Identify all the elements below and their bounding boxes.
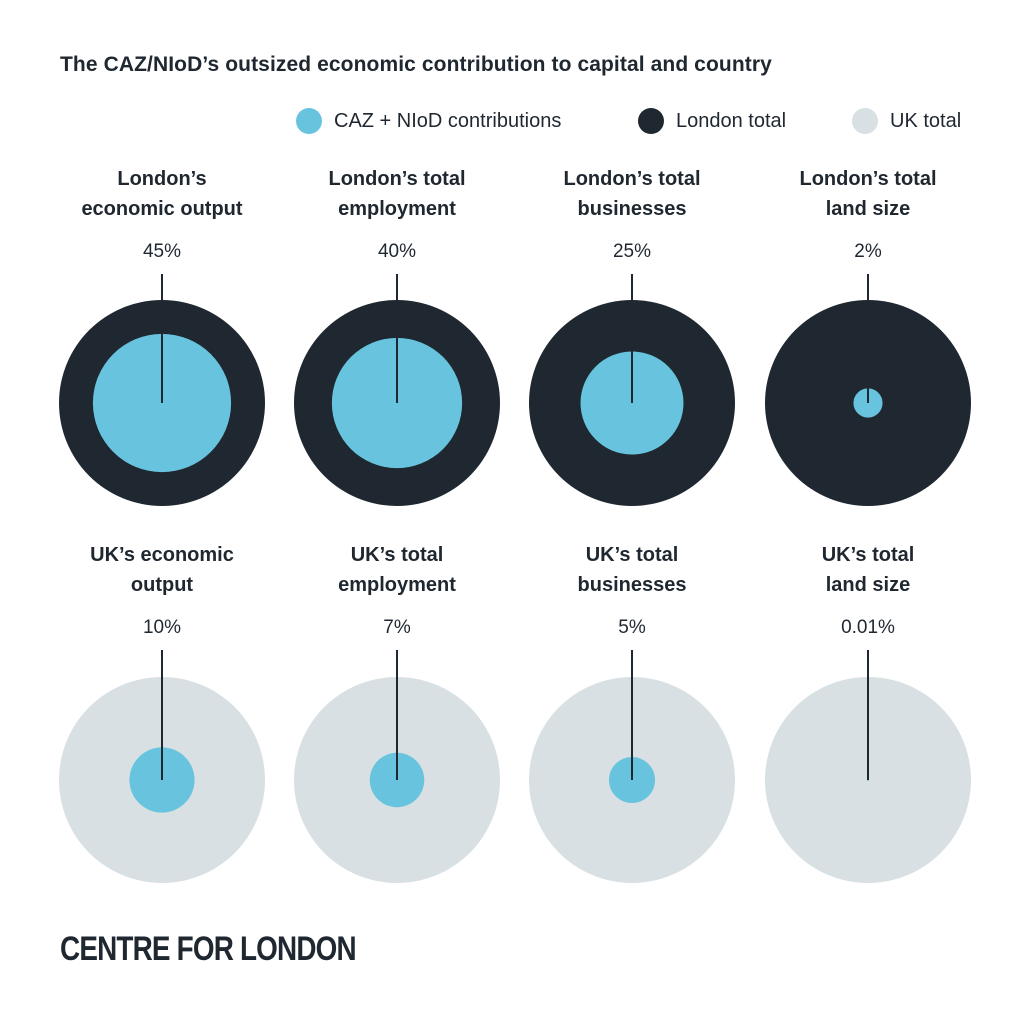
panel-title-line1: UK’s total [585, 544, 679, 566]
value-label-london-3: 25% [612, 241, 652, 262]
centre-for-london-logo: CENTRE FOR LONDON [60, 930, 357, 968]
panel-title-line2: output [130, 574, 194, 596]
panel-title-london-1: London’s economic output [52, 164, 272, 224]
value-label-uk-4: 0.01% [841, 617, 895, 638]
value-label-uk-1: 10% [142, 617, 182, 638]
panel-title-london-2: London’s total employment [287, 164, 507, 224]
chart-title: The CAZ/NIoD’s outsized economic contrib… [60, 53, 772, 76]
value-label-london-2: 40% [377, 241, 417, 262]
legend-item-london: London total [638, 108, 786, 134]
panel-title-line1: UK’s total [350, 544, 444, 566]
legend-swatch-caz [296, 108, 322, 134]
value-label-uk-2: 7% [383, 617, 411, 638]
legend-label-london: London total [676, 109, 787, 132]
panel-title-line2: businesses [577, 574, 687, 596]
panel-title-london-4: London’s total land size [758, 164, 978, 224]
panel-title-london-3: London’s total businesses [522, 164, 742, 224]
legend-swatch-london [638, 108, 664, 134]
panel-title-uk-4: UK’s total land size [758, 540, 978, 600]
value-label-london-4: 2% [854, 241, 882, 262]
legend-item-caz: CAZ + NIoD contributions [296, 108, 561, 134]
panel-title-uk-1: UK’s economic output [52, 540, 272, 600]
value-label-london-1: 45% [142, 241, 182, 262]
panel-title-line1: London’s total [328, 168, 466, 190]
panel-title-line1: London’s total [563, 168, 701, 190]
panel-title-line2: land size [825, 574, 911, 596]
panel-title-line2: businesses [577, 198, 687, 220]
panel-title-line2: employment [338, 198, 456, 220]
legend-item-uk: UK total [852, 108, 961, 134]
panel-title-line1: UK’s total [821, 544, 915, 566]
panel-title-line1: London’s total [799, 168, 937, 190]
panel-title-line2: land size [825, 198, 911, 220]
value-label-uk-3: 5% [618, 617, 646, 638]
panel-title-line1: London’s [117, 168, 207, 190]
panel-title-line2: economic output [81, 198, 243, 220]
legend-swatch-uk [852, 108, 878, 134]
panel-title-uk-3: UK’s total businesses [522, 540, 742, 600]
panel-title-line2: employment [338, 574, 456, 596]
legend: CAZ + NIoD contributions London total UK… [0, 108, 1024, 138]
panel-title-uk-2: UK’s total employment [287, 540, 507, 600]
legend-label-caz: CAZ + NIoD contributions [334, 109, 562, 132]
legend-label-uk: UK total [890, 109, 962, 132]
panel-title-line1: UK’s economic [90, 544, 234, 566]
